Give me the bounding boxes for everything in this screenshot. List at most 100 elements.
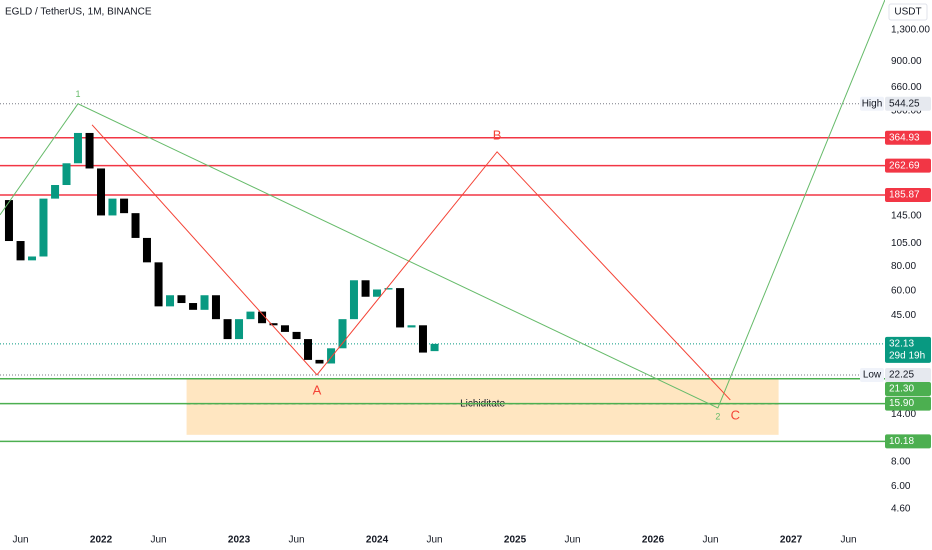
x-tick-label: Jun [565, 535, 581, 546]
candle-body [131, 213, 140, 238]
candle-body [223, 319, 232, 340]
candle-body [62, 163, 71, 186]
x-tick-label: Jun [289, 535, 305, 546]
price-badge [885, 434, 931, 449]
liquidity-zone [186, 378, 779, 435]
trend-line [91, 124, 731, 401]
x-tick-label: 2025 [504, 535, 527, 546]
candle-body [373, 289, 382, 297]
price-badge-label: 29d 19h [889, 351, 925, 362]
y-tick-label: 14.00 [891, 409, 916, 420]
x-tick-label: 2022 [90, 535, 113, 546]
candle-body [200, 295, 209, 310]
wave-label: A [313, 382, 322, 397]
x-tick-label: Jun [12, 535, 28, 546]
currency-label: USDT [894, 7, 921, 18]
candle-body [280, 325, 289, 332]
currency-box [888, 3, 928, 21]
y-tick-label: 60.00 [891, 286, 916, 297]
candle-body [304, 339, 313, 360]
candle-body [166, 295, 175, 307]
x-tick-label: Jun [151, 535, 167, 546]
x-tick-label: Jun [703, 535, 719, 546]
y-tick-label: 660.00 [891, 82, 922, 93]
candle-body [28, 256, 37, 261]
candle-body [73, 132, 82, 164]
wave-label: 1 [75, 89, 80, 99]
y-tick-label: 8.00 [891, 456, 911, 467]
candle-body [338, 319, 347, 349]
y-tick-label: 80.00 [891, 261, 916, 272]
price-badge-label: 10.18 [889, 436, 914, 447]
x-tick-label: 2027 [780, 535, 803, 546]
wave-label: C [731, 407, 740, 422]
candle-body [327, 348, 336, 364]
candle-body [235, 319, 244, 340]
price-badge-label: 15.90 [889, 398, 914, 409]
candle-body [97, 168, 106, 216]
price-badge-label: 21.30 [889, 384, 914, 395]
candle-body [177, 295, 186, 304]
y-tick-label: 4.60 [891, 503, 911, 514]
y-tick-label: 500.00 [891, 106, 922, 117]
y-tick-label: 900.00 [891, 56, 922, 67]
y-tick-label: 6.00 [891, 481, 911, 492]
y-tick-label: 105.00 [891, 238, 922, 249]
x-tick-label: 2023 [228, 535, 251, 546]
price-side-box [860, 96, 884, 111]
wave-label: B [493, 127, 502, 142]
candle-body [16, 241, 25, 261]
candle-body [142, 237, 151, 263]
y-axis-area [885, 0, 932, 550]
y-tick-label: 45.00 [891, 310, 916, 321]
candle-body [292, 331, 301, 340]
candle-body [349, 280, 358, 320]
x-tick-label: Jun [841, 535, 857, 546]
price-badge [885, 396, 931, 411]
price-badge [885, 130, 931, 145]
chart-title: EGLD / TetherUS, 1M, BINANCE [5, 7, 152, 18]
candle-body [4, 200, 13, 242]
price-badge [885, 187, 931, 202]
candle-body [407, 325, 416, 328]
candle-body [384, 288, 393, 290]
wave-label: 2 [715, 411, 720, 421]
price-badge [885, 96, 931, 111]
candle-body [430, 343, 439, 352]
price-side-box [860, 368, 884, 383]
candle-body [269, 323, 278, 326]
price-badge [885, 382, 931, 397]
y-tick-label: 1,300.00 [891, 25, 930, 36]
trend-line [0, 0, 885, 409]
x-tick-label: 2026 [642, 535, 665, 546]
price-badge-label: 364.93 [889, 132, 920, 143]
price-side-label: Low [863, 370, 882, 381]
candle-body [120, 198, 129, 214]
candle-body [189, 303, 198, 310]
candle-body [315, 359, 324, 364]
candle-body [258, 311, 267, 324]
price-side-label: High [862, 98, 883, 109]
price-badge-label: 544.25 [889, 98, 920, 109]
candle-body [108, 198, 117, 216]
candle-body [85, 132, 94, 169]
candle-body [51, 185, 60, 199]
price-badge [885, 336, 931, 363]
price-badge [885, 158, 931, 173]
price-badge-label: 262.69 [889, 160, 920, 171]
price-badge-label: 32.13 [889, 339, 914, 350]
price-badge-label: 185.87 [889, 190, 920, 201]
x-axis-area [0, 525, 932, 550]
price-badge-label: 22.25 [889, 370, 914, 381]
x-tick-label: Jun [427, 535, 443, 546]
candle-body [418, 325, 427, 353]
candle-body [396, 288, 405, 328]
x-tick-label: 2024 [366, 535, 389, 546]
candle-body [39, 198, 48, 257]
candle-body [246, 311, 255, 320]
